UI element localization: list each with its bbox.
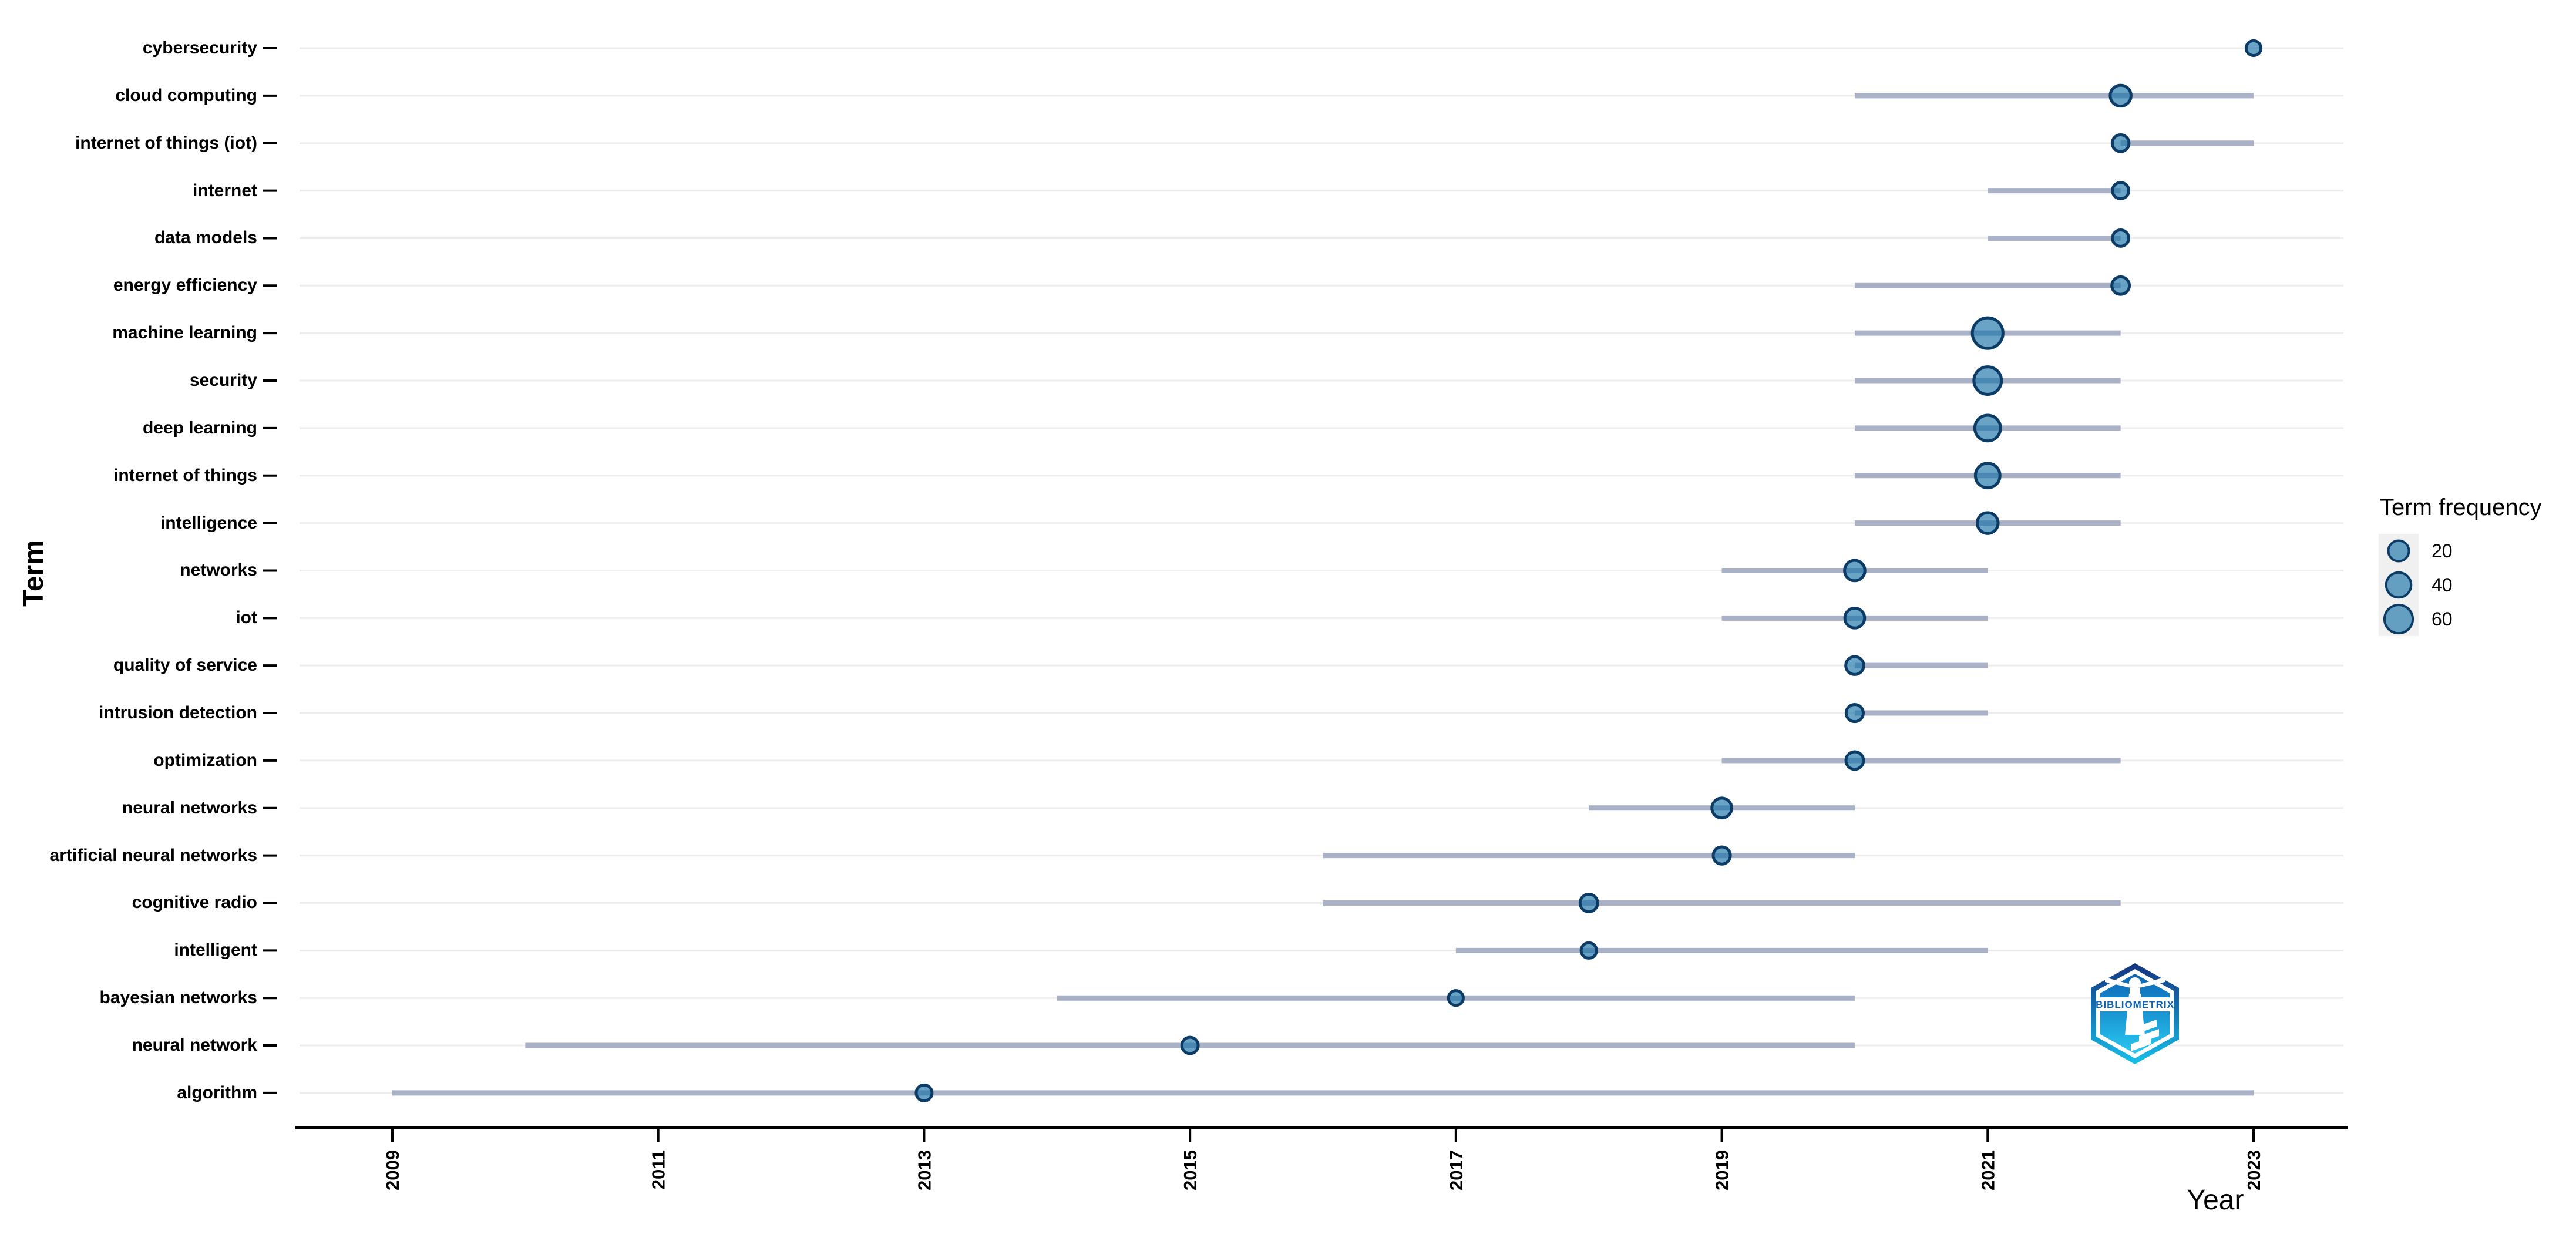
legend-key-bubble <box>2383 604 2414 635</box>
y-axis-label: internet of things <box>113 465 257 485</box>
term-bubble <box>2111 181 2131 200</box>
term-bubble <box>1710 796 1733 820</box>
x-tick-label: 2015 <box>1180 1150 1200 1190</box>
term-bubble <box>1843 606 1867 630</box>
y-axis-label: internet of things (iot) <box>75 133 257 153</box>
x-tick-label: 2017 <box>1446 1150 1467 1190</box>
logo-text: BIBLIOMETRIX <box>2096 999 2174 1010</box>
legend-title: Term frequency <box>2380 495 2542 520</box>
y-axis-label: bayesian networks <box>99 988 257 1008</box>
term-bubble <box>2244 39 2263 58</box>
y-axis-label: neural networks <box>122 798 257 818</box>
term-bubble <box>1579 941 1598 960</box>
legend-value-label: 60 <box>2432 608 2453 630</box>
y-axis-label: data models <box>154 228 257 248</box>
bibliometrix-logo: BIBLIOMETRIX <box>2091 963 2179 1064</box>
term-bubble <box>2108 83 2133 108</box>
legend-key <box>2379 568 2419 602</box>
term-bubble <box>2111 228 2131 248</box>
term-bubble <box>1973 413 2002 443</box>
x-axis-title: Year <box>2187 1185 2244 1216</box>
legend-item: 20 <box>2379 534 2576 568</box>
y-axis-label: neural network <box>132 1035 257 1055</box>
term-bubble <box>2110 275 2131 296</box>
logo-text-band <box>2099 997 2171 1011</box>
term-bubble <box>1578 893 1599 913</box>
y-axis-label: machine learning <box>112 323 257 343</box>
term-bubble <box>2110 133 2131 153</box>
term-bubble <box>1976 511 2000 535</box>
legend-key-bubble <box>2385 571 2413 599</box>
term-bubble <box>1972 365 2003 396</box>
x-tick-label: 2011 <box>648 1150 669 1189</box>
y-axis-label: algorithm <box>177 1082 257 1102</box>
legend-bubble <box>2387 539 2410 563</box>
y-axis-label: intelligence <box>160 513 257 533</box>
term-bubble <box>1447 989 1465 1007</box>
legend-value-label: 40 <box>2432 574 2453 596</box>
y-axis-label: cloud computing <box>115 85 257 105</box>
legend-item: 40 <box>2379 568 2576 602</box>
term-bubble <box>1844 702 1865 724</box>
y-axis-label: optimization <box>153 750 257 770</box>
x-tick-label: 2021 <box>1978 1150 1998 1190</box>
legend: Term frequency 20 40 60 <box>2379 495 2576 637</box>
term-bubble <box>1180 1035 1200 1055</box>
legend-key <box>2379 534 2419 568</box>
term-bubble <box>1973 462 2002 490</box>
y-axis-label: quality of service <box>113 655 257 675</box>
x-tick-label: 2009 <box>382 1150 403 1190</box>
legend-bubble <box>2385 571 2413 599</box>
y-axis-label: cybersecurity <box>142 38 257 58</box>
legend-key-bubble <box>2387 539 2410 563</box>
x-tick-label: 2019 <box>1712 1150 1733 1190</box>
y-axis-label: cognitive radio <box>132 893 257 913</box>
y-axis-label: intrusion detection <box>99 703 257 723</box>
y-axis-label: iot <box>236 608 257 628</box>
x-tick-label: 2023 <box>2244 1150 2264 1190</box>
y-axis-label: networks <box>180 560 257 580</box>
y-axis-label: internet <box>192 180 257 200</box>
term-bubble <box>1970 316 2005 350</box>
y-axis-label: deep learning <box>142 418 257 438</box>
term-bubble <box>1711 845 1732 866</box>
y-axis-label: energy efficiency <box>113 275 257 295</box>
y-axis-label: intelligent <box>174 940 257 960</box>
legend-keys: 20 40 60 <box>2379 534 2576 637</box>
term-bubble <box>1844 750 1865 771</box>
term-bubble <box>1843 559 1867 583</box>
legend-key <box>2379 602 2419 637</box>
x-tick-label: 2013 <box>914 1150 934 1190</box>
y-axis-label: security <box>189 371 257 391</box>
y-axis-label: artificial neural networks <box>49 845 257 865</box>
legend-value-label: 20 <box>2432 540 2453 561</box>
legend-bubble <box>2383 604 2414 635</box>
legend-item: 60 <box>2379 602 2576 637</box>
term-bubble <box>914 1083 934 1102</box>
term-bubble <box>1844 655 1865 676</box>
y-axis-title: Term <box>18 540 49 607</box>
